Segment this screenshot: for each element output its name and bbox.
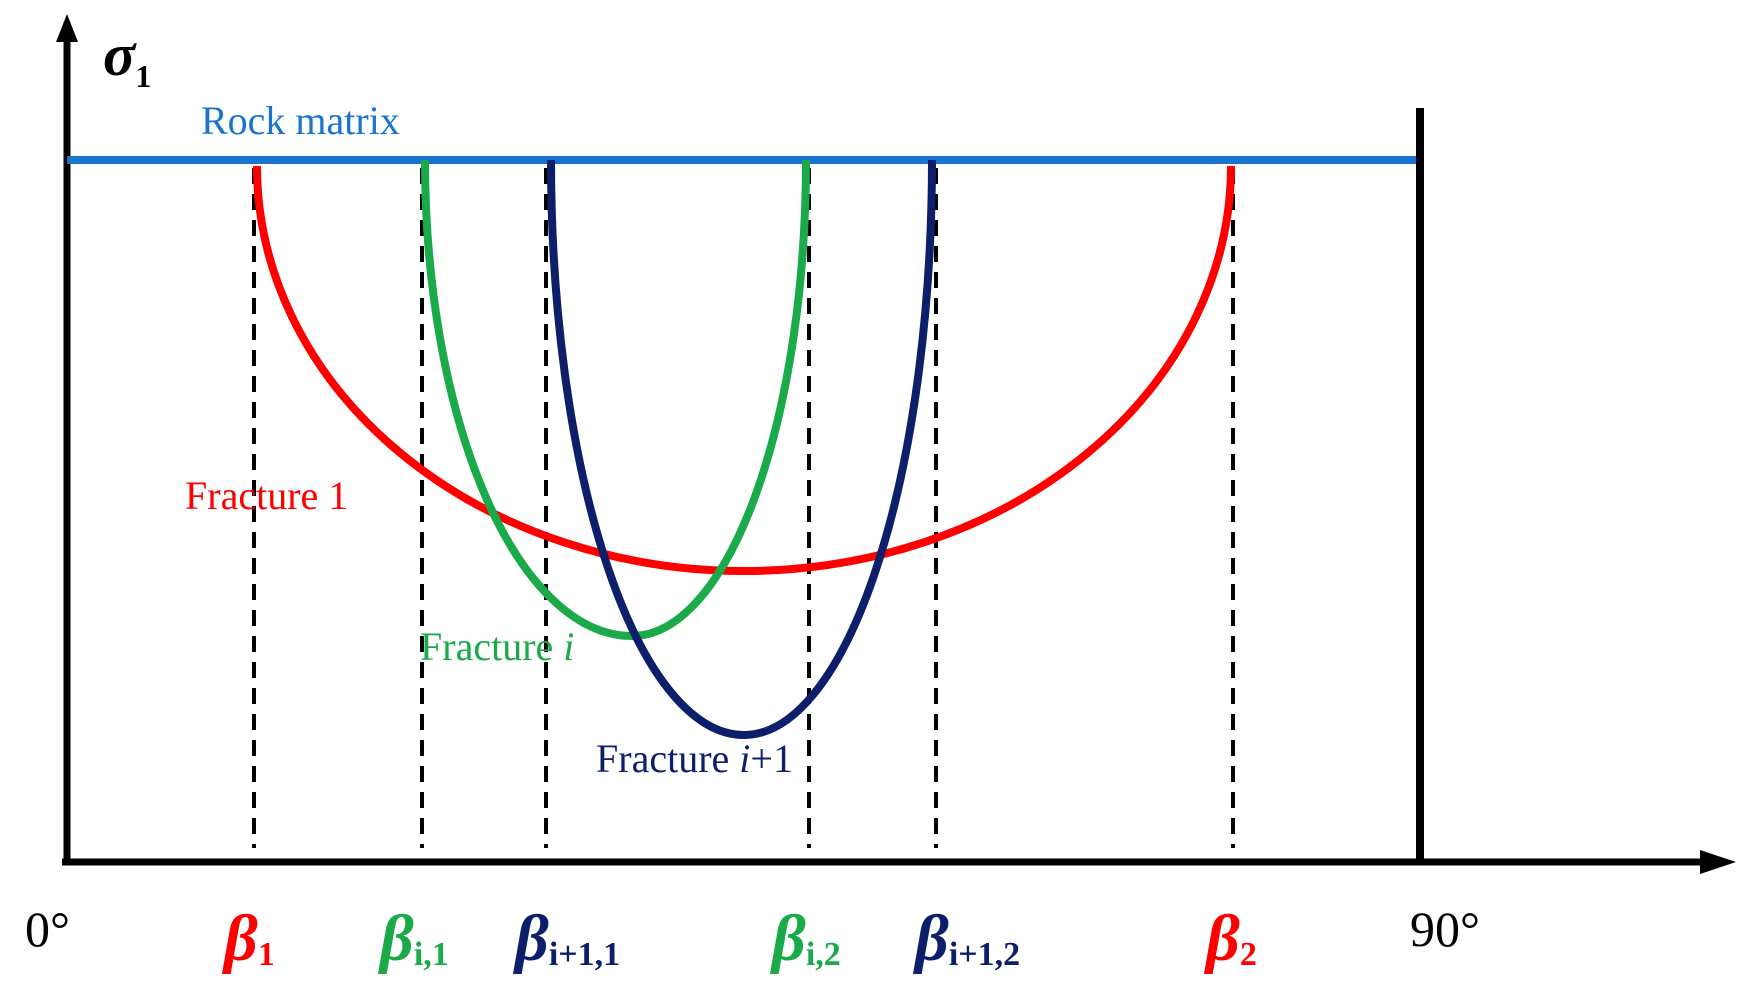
symbol: β — [221, 902, 258, 975]
fracture-i1-label: Fracture i+1 — [596, 736, 793, 781]
angle-label: βi,1 — [377, 902, 449, 975]
subscript: i,2 — [806, 936, 841, 973]
fracture-1-label: Fracture 1 — [185, 473, 348, 518]
text: Fracture — [420, 624, 563, 669]
dashed-guides — [252, 168, 1235, 848]
text: Fracture — [596, 736, 739, 781]
y-arrow — [56, 14, 78, 42]
symbol: σ — [103, 22, 137, 88]
symbol: β — [1203, 902, 1240, 975]
fracture-i1-curve — [547, 159, 936, 740]
x-start-label: 0° — [25, 901, 70, 957]
subscript: i+1,1 — [549, 936, 620, 973]
text: Fracture 1 — [185, 473, 348, 518]
fracture-i-label: Fracture i — [420, 624, 574, 669]
rock-matrix-label: Rock matrix — [201, 98, 400, 143]
axes — [56, 14, 1736, 874]
fracture-1-curve — [253, 165, 1235, 575]
text: i — [563, 624, 574, 669]
subscript: i,1 — [414, 936, 449, 973]
subscript: 1 — [135, 58, 151, 94]
angle-label: βi,2 — [769, 902, 841, 975]
angle-label: β1 — [221, 902, 275, 975]
angle-label: βi+1,2 — [912, 902, 1020, 975]
x-arrow — [1700, 850, 1736, 874]
subscript: 1 — [258, 936, 275, 973]
x-end-label: 90° — [1410, 901, 1480, 957]
text: Rock matrix — [201, 98, 400, 143]
angle-label: βi+1,1 — [512, 902, 620, 975]
subscript: 2 — [1240, 936, 1257, 973]
y-axis-label: σ1 — [103, 22, 151, 94]
symbol: β — [912, 902, 949, 975]
symbol: β — [512, 902, 549, 975]
symbol: β — [377, 902, 414, 975]
angle-label: β2 — [1203, 902, 1257, 975]
symbol: β — [769, 902, 806, 975]
text: i — [739, 736, 750, 781]
fracture-i-curve — [421, 159, 810, 641]
subscript: i+1,2 — [949, 936, 1020, 973]
text: +1 — [750, 736, 793, 781]
